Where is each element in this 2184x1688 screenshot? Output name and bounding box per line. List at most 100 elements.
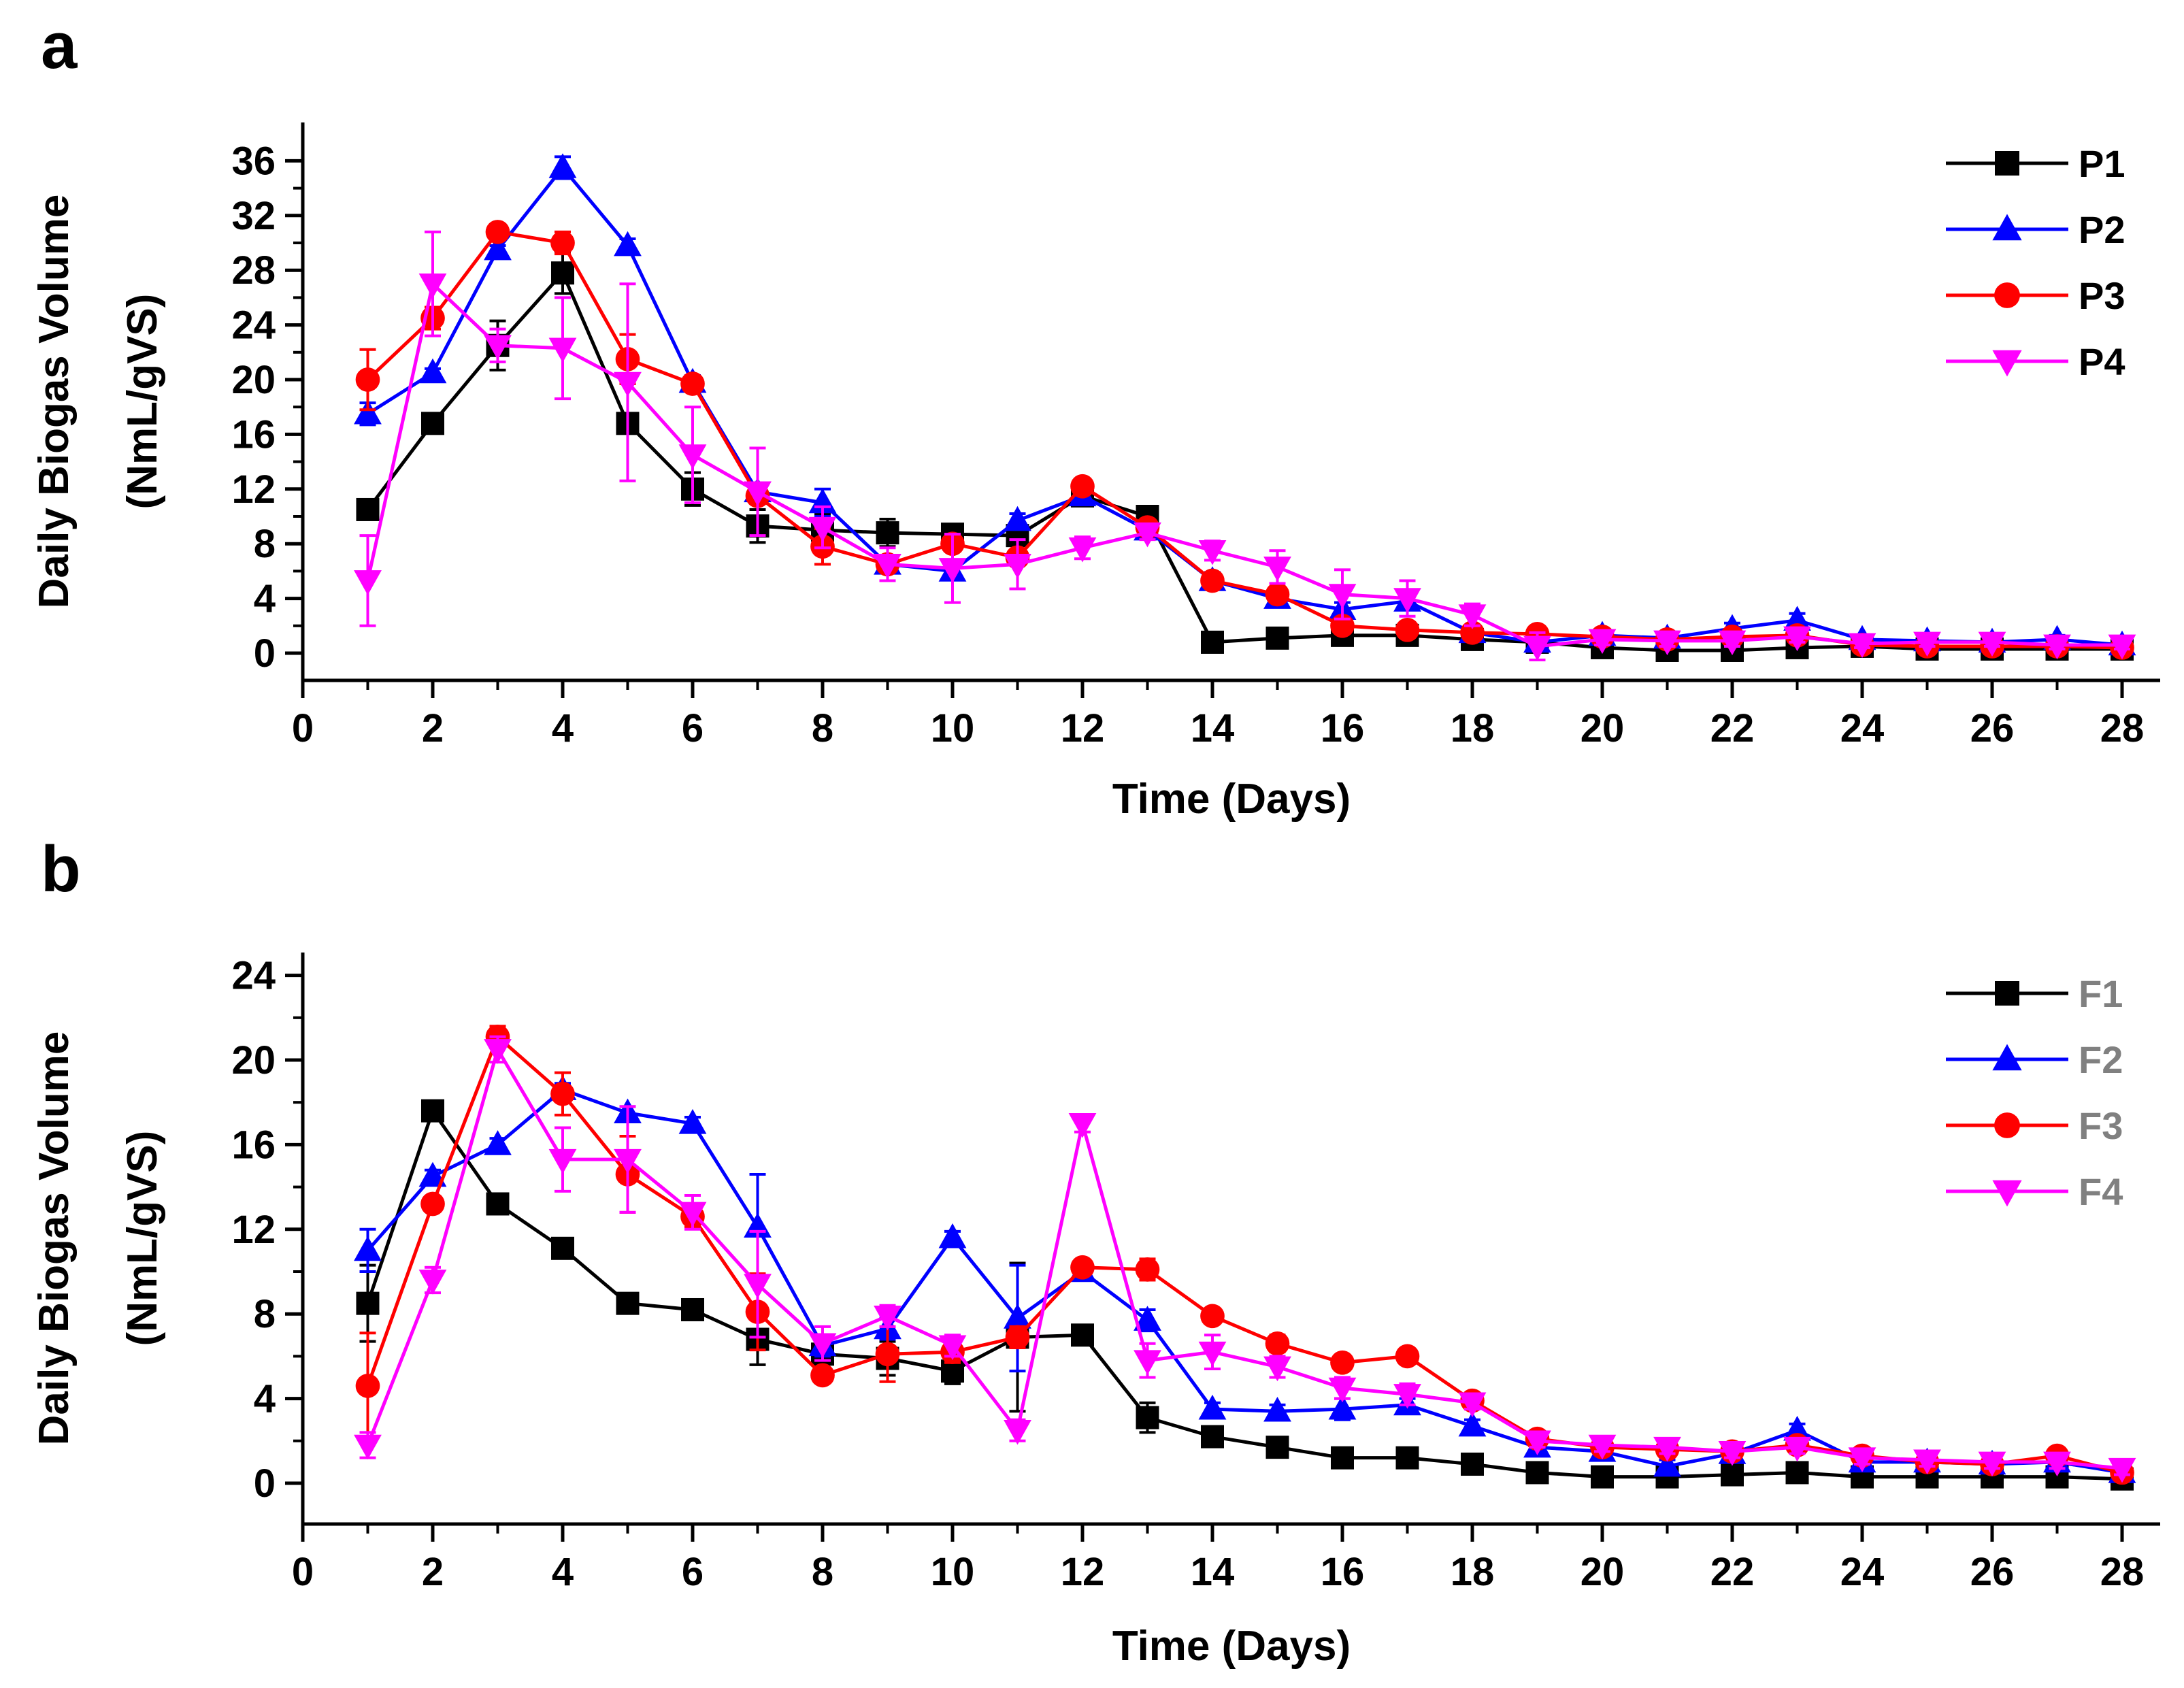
data-point	[354, 399, 382, 425]
data-point	[1328, 1377, 1357, 1403]
x-tick-label: 26	[1970, 706, 2015, 750]
data-point	[2108, 1457, 2136, 1483]
data-point	[938, 1335, 967, 1361]
data-point	[1721, 1463, 1744, 1487]
data-point	[678, 444, 707, 469]
data-point	[1200, 1304, 1225, 1329]
series-line	[366, 230, 2123, 650]
y-tick-label: 4	[254, 1377, 276, 1421]
data-point	[1848, 1447, 1876, 1472]
x-tick-label: 22	[1710, 706, 1755, 750]
data-point	[1070, 474, 1095, 499]
x-tick-label: 2	[422, 706, 444, 750]
data-point	[874, 554, 901, 579]
data-point	[548, 1148, 577, 1174]
data-point	[1653, 1451, 1681, 1477]
data-point	[485, 220, 510, 244]
legend-marker	[1992, 1044, 2022, 1071]
legend-marker	[1994, 282, 2020, 308]
series-line	[366, 1088, 2123, 1474]
data-point	[1718, 1441, 1747, 1466]
y-tick-label: 12	[231, 1208, 276, 1252]
data-point	[1591, 1465, 1614, 1489]
data-point	[1523, 635, 1551, 661]
data-point	[1393, 1384, 1421, 1409]
data-point	[614, 371, 642, 397]
y-axis-title-line: Daily Biogas Volume	[31, 1031, 78, 1446]
data-point	[1070, 1255, 1095, 1280]
data-point	[1263, 557, 1291, 582]
data-point	[1458, 1392, 1487, 1418]
x-tick-label: 24	[1840, 706, 1885, 750]
x-tick-label: 28	[2100, 1550, 2145, 1594]
x-tick-label: 0	[292, 706, 314, 750]
data-point	[1200, 568, 1225, 593]
data-point	[1004, 1419, 1031, 1445]
series-f3	[355, 1024, 2134, 1485]
chart-panel-a: a0 2 4 6 8 10 12 14 16 18 20 22 24 26 2804812162024283…	[31, 10, 2160, 823]
data-point	[938, 558, 967, 583]
data-point	[1004, 554, 1031, 579]
data-point	[421, 1099, 444, 1123]
y-tick-label: 0	[254, 631, 276, 676]
data-point	[678, 1109, 707, 1134]
y-tick-label: 24	[231, 303, 276, 348]
x-tick-label: 2	[422, 1550, 444, 1594]
y-tick-label: 16	[231, 412, 276, 457]
data-point	[2108, 634, 2136, 660]
data-point	[354, 1434, 382, 1460]
x-tick-label: 28	[2100, 706, 2145, 750]
data-point	[1978, 631, 2006, 657]
data-point	[1783, 1436, 1811, 1462]
x-axis-title: Time (Days)	[1112, 1623, 1351, 1670]
series-p1	[356, 251, 2134, 662]
data-point	[1068, 1113, 1097, 1138]
data-point	[1201, 1425, 1224, 1449]
legend-marker	[1995, 981, 2019, 1006]
data-point	[614, 231, 642, 256]
data-point	[356, 1291, 380, 1315]
series-p4	[354, 230, 2136, 662]
data-point	[1135, 1257, 1160, 1282]
data-point	[1263, 1397, 1291, 1422]
data-point	[1330, 1350, 1355, 1375]
legend-label: P2	[2079, 208, 2125, 251]
legend-marker	[1995, 151, 2019, 176]
data-point	[1265, 1436, 1289, 1459]
x-tick-label: 18	[1451, 1550, 1495, 1594]
series-line	[366, 1047, 2123, 1470]
data-point	[1913, 631, 1941, 657]
data-point	[484, 335, 512, 360]
y-axis-title-line: Daily Biogas Volume	[31, 195, 78, 609]
y-axis-title-line: (NmL/gVS)	[119, 1131, 166, 1346]
data-point	[1134, 1350, 1161, 1375]
data-point	[1265, 1331, 1290, 1356]
data-point	[614, 1148, 642, 1174]
data-point	[1395, 1344, 1420, 1369]
x-tick-label: 16	[1321, 706, 1365, 750]
y-tick-label: 0	[254, 1461, 276, 1506]
y-tick-label: 8	[254, 1292, 276, 1336]
x-tick-label: 20	[1581, 1550, 1625, 1594]
legend-marker	[1992, 1180, 2022, 1207]
x-tick-label: 8	[812, 706, 833, 750]
data-point	[1265, 626, 1289, 650]
y-tick-label: 20	[231, 358, 276, 402]
data-point	[421, 412, 444, 435]
data-point	[550, 231, 575, 255]
data-point	[1785, 1461, 1809, 1485]
data-point	[1461, 1453, 1484, 1476]
series-line	[366, 1035, 2123, 1474]
x-tick-label: 16	[1321, 1550, 1365, 1594]
y-tick-label: 12	[231, 467, 276, 512]
data-point	[551, 261, 574, 285]
x-tick-label: 24	[1840, 1550, 1885, 1594]
data-point	[744, 1274, 772, 1299]
data-point	[1458, 604, 1487, 629]
data-point	[1198, 1341, 1227, 1367]
x-tick-label: 14	[1191, 1550, 1235, 1594]
y-axis-title-line: (NmL/gVS)	[119, 294, 166, 510]
data-point	[938, 1223, 967, 1248]
legend-label: F1	[2079, 972, 2123, 1015]
